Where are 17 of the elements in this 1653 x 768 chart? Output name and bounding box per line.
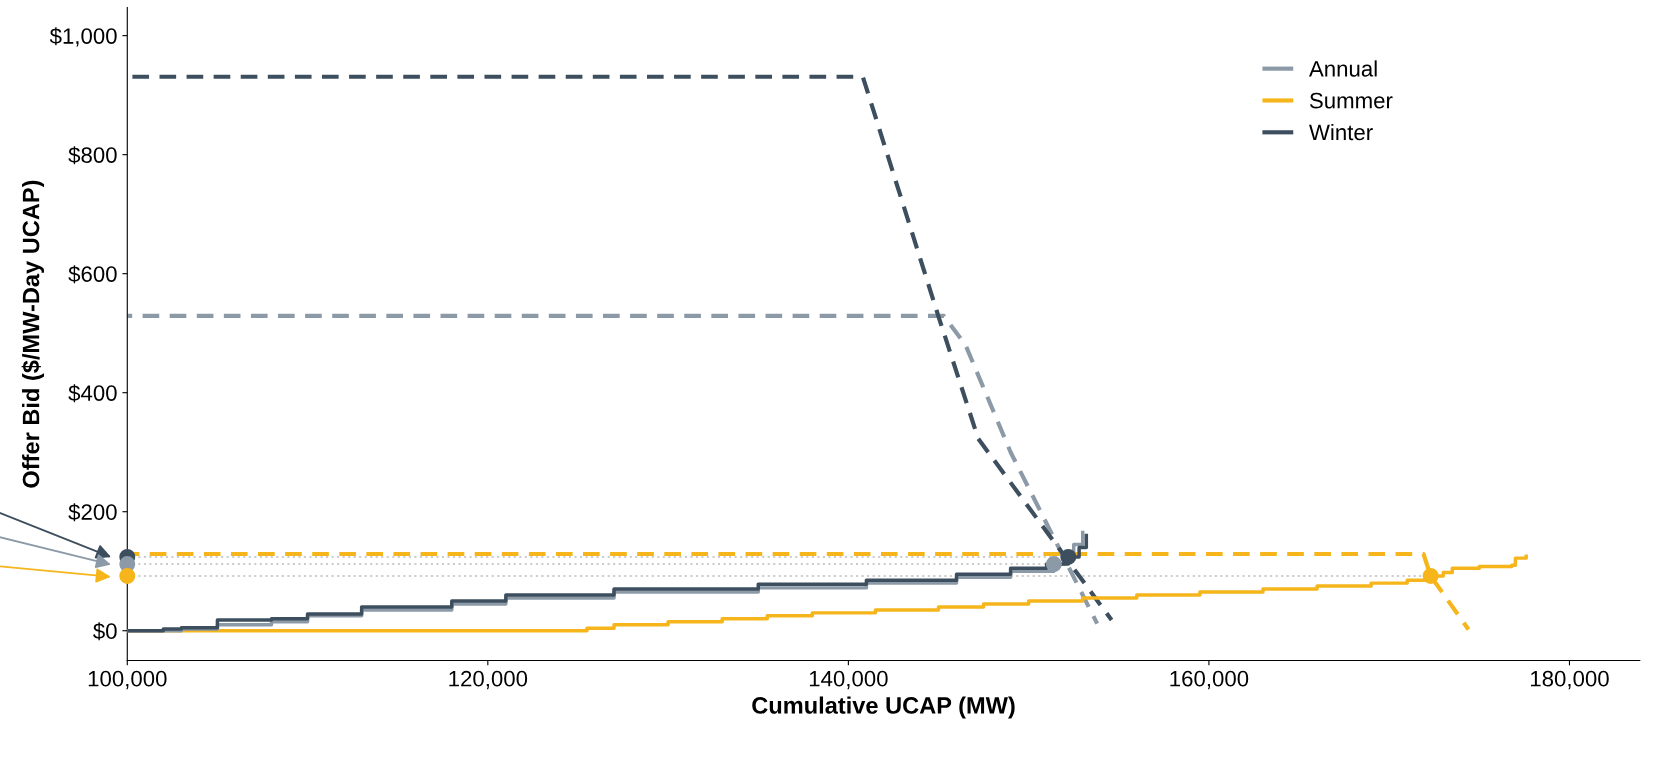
legend-label: Annual: [1308, 60, 1377, 77]
x-tick-label: 180,000: [1531, 670, 1609, 690]
y-tick-label: $200: [68, 503, 117, 522]
y-axis-title: Offer Bid ($/MW-Day UCAP): [21, 180, 45, 488]
y-tick-label: $0: [93, 622, 117, 641]
x-tick-label: 140,000: [809, 670, 888, 690]
x-axis-title: Cumulative UCAP (MW): [752, 696, 1015, 719]
x-tick-label: 120,000: [449, 670, 528, 690]
y-tick-label: $600: [68, 265, 117, 284]
legend-label: Winter: [1309, 123, 1373, 141]
legend-label: Summer: [1309, 92, 1393, 109]
y-tick-label: $400: [68, 384, 117, 403]
x-tick-label: 100,000: [88, 670, 167, 690]
line-series: [127, 313, 1100, 626]
y-tick-label: $800: [68, 146, 117, 165]
y-tick-label: $1,000: [49, 27, 117, 47]
x-tick-label: 160,000: [1170, 670, 1249, 690]
